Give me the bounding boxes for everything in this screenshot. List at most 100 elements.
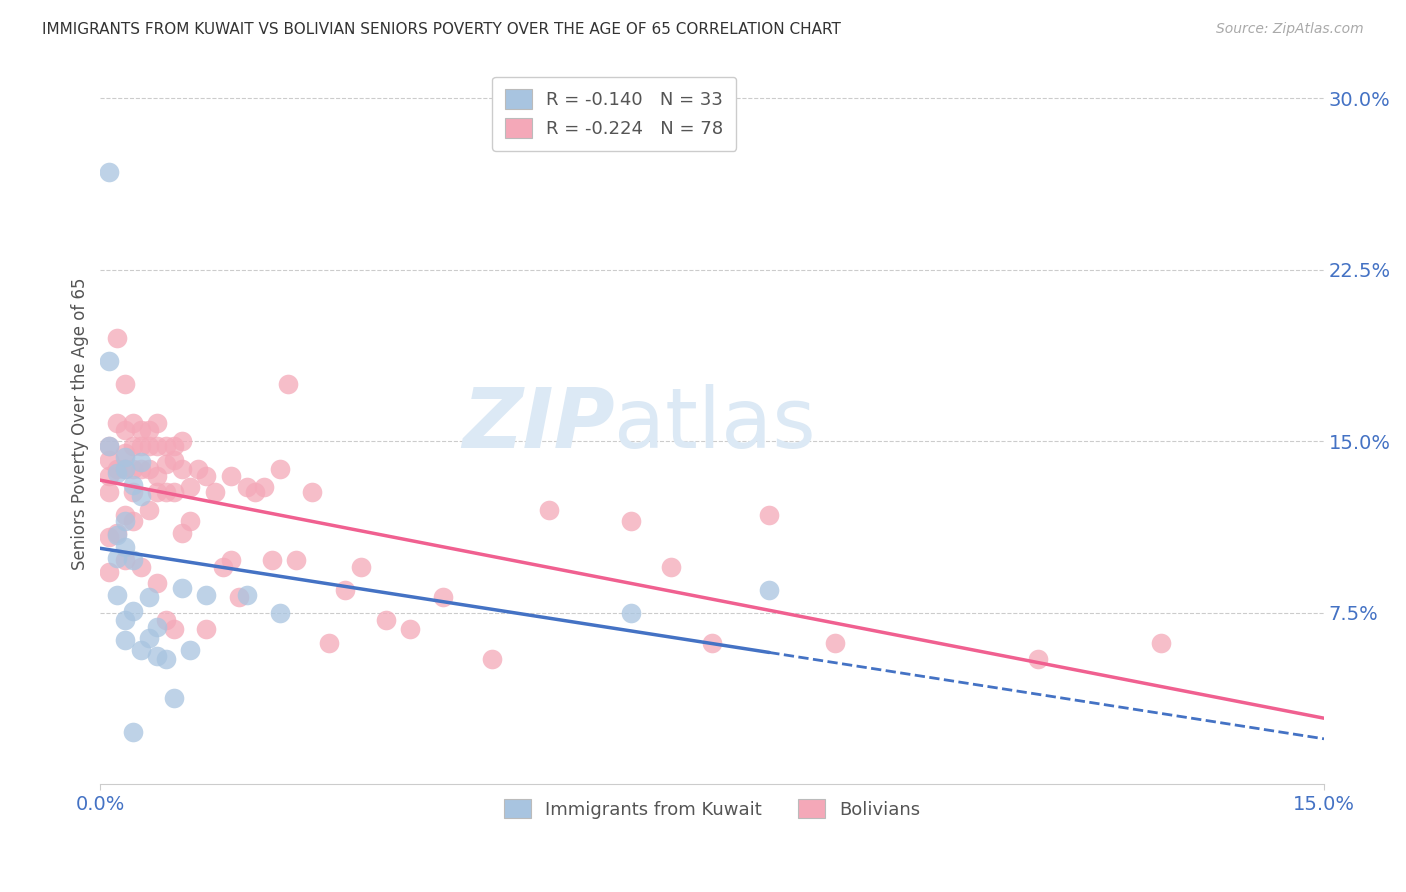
Point [122, 553, 145, 567]
Point [269, 462, 291, 476]
Point [163, 690, 186, 705]
Point [824, 635, 846, 649]
Point [122, 724, 145, 739]
Point [129, 455, 152, 469]
Text: ZIP: ZIP [461, 384, 614, 465]
Point [170, 434, 193, 449]
Point [114, 613, 136, 627]
Point [138, 590, 160, 604]
Point [105, 462, 128, 476]
Point [114, 450, 136, 465]
Point [350, 560, 373, 574]
Point [195, 468, 218, 483]
Point [129, 462, 152, 476]
Point [114, 633, 136, 648]
Point [146, 439, 169, 453]
Point [122, 462, 145, 476]
Point [179, 642, 201, 657]
Text: atlas: atlas [614, 384, 815, 465]
Point [138, 439, 160, 453]
Point [97, 565, 120, 579]
Point [204, 484, 226, 499]
Point [146, 416, 169, 430]
Point [129, 439, 152, 453]
Point [245, 484, 267, 499]
Point [155, 651, 177, 665]
Point [170, 525, 193, 540]
Point [114, 462, 136, 476]
Point [97, 531, 120, 545]
Point [105, 588, 128, 602]
Legend: Immigrants from Kuwait, Bolivians: Immigrants from Kuwait, Bolivians [496, 791, 928, 826]
Point [170, 581, 193, 595]
Point [146, 649, 169, 664]
Point [702, 635, 724, 649]
Point [138, 462, 160, 476]
Point [179, 515, 201, 529]
Point [129, 423, 152, 437]
Point [277, 377, 299, 392]
Point [187, 462, 209, 476]
Point [333, 582, 356, 597]
Point [105, 528, 128, 542]
Point [146, 468, 169, 483]
Point [163, 622, 186, 636]
Point [138, 503, 160, 517]
Point [269, 606, 291, 620]
Point [146, 484, 169, 499]
Point [122, 478, 145, 492]
Point [195, 622, 218, 636]
Point [114, 515, 136, 529]
Point [236, 480, 259, 494]
Point [155, 484, 177, 499]
Point [105, 416, 128, 430]
Point [260, 553, 283, 567]
Point [114, 553, 136, 567]
Point [620, 606, 643, 620]
Point [105, 525, 128, 540]
Point [219, 553, 242, 567]
Point [138, 631, 160, 645]
Point [114, 508, 136, 522]
Point [155, 439, 177, 453]
Point [146, 576, 169, 591]
Point [105, 551, 128, 566]
Point [114, 462, 136, 476]
Point [105, 331, 128, 345]
Point [129, 560, 152, 574]
Point [122, 515, 145, 529]
Point [211, 560, 233, 574]
Point [399, 622, 422, 636]
Point [97, 452, 120, 467]
Point [163, 439, 186, 453]
Point [170, 462, 193, 476]
Point [219, 468, 242, 483]
Point [228, 590, 250, 604]
Text: IMMIGRANTS FROM KUWAIT VS BOLIVIAN SENIORS POVERTY OVER THE AGE OF 65 CORRELATIO: IMMIGRANTS FROM KUWAIT VS BOLIVIAN SENIO… [42, 22, 841, 37]
Point [97, 164, 120, 178]
Point [97, 439, 120, 453]
Point [179, 480, 201, 494]
Point [122, 484, 145, 499]
Point [97, 468, 120, 483]
Point [129, 642, 152, 657]
Point [105, 467, 128, 481]
Point [163, 484, 186, 499]
Point [758, 508, 780, 522]
Point [163, 452, 186, 467]
Point [318, 635, 340, 649]
Point [146, 620, 169, 634]
Point [129, 489, 152, 503]
Point [537, 503, 560, 517]
Point [97, 484, 120, 499]
Point [661, 560, 683, 574]
Point [122, 416, 145, 430]
Point [481, 651, 503, 665]
Text: Source: ZipAtlas.com: Source: ZipAtlas.com [1216, 22, 1364, 37]
Point [155, 457, 177, 471]
Point [122, 604, 145, 618]
Y-axis label: Seniors Poverty Over the Age of 65: Seniors Poverty Over the Age of 65 [72, 278, 89, 571]
Point [620, 515, 643, 529]
Point [285, 553, 308, 567]
Point [97, 354, 120, 368]
